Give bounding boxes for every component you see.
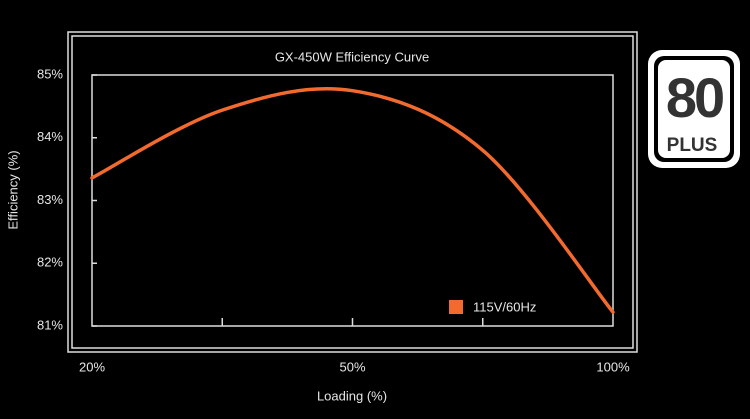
y-axis-label: Efficiency (%) [5,150,20,229]
x-tick-label: 20% [79,359,105,374]
logo-text: PLUS [667,135,718,156]
logo: 80 PLUS [648,50,740,168]
inner-frame [71,35,634,349]
legend-label: 115V/60Hz [473,299,536,314]
y-tick-label: 83% [37,192,63,207]
x-tick-label: 100% [596,359,630,374]
y-tick-label: 84% [37,129,63,144]
x-axis-label: Loading (%) [317,388,387,403]
legend-swatch [449,300,463,314]
logo-inner [658,60,730,158]
y-tick-label: 85% [37,66,63,81]
series-line [90,87,615,314]
y-tick-label: 82% [37,255,63,270]
outer-frame [67,31,638,353]
plot-box [91,74,614,327]
logo-number: 80 [666,66,723,129]
y-tick-label: 81% [37,317,63,332]
chart-title: GX-450W Efficiency Curve [275,49,429,64]
x-tick-label: 50% [339,359,365,374]
